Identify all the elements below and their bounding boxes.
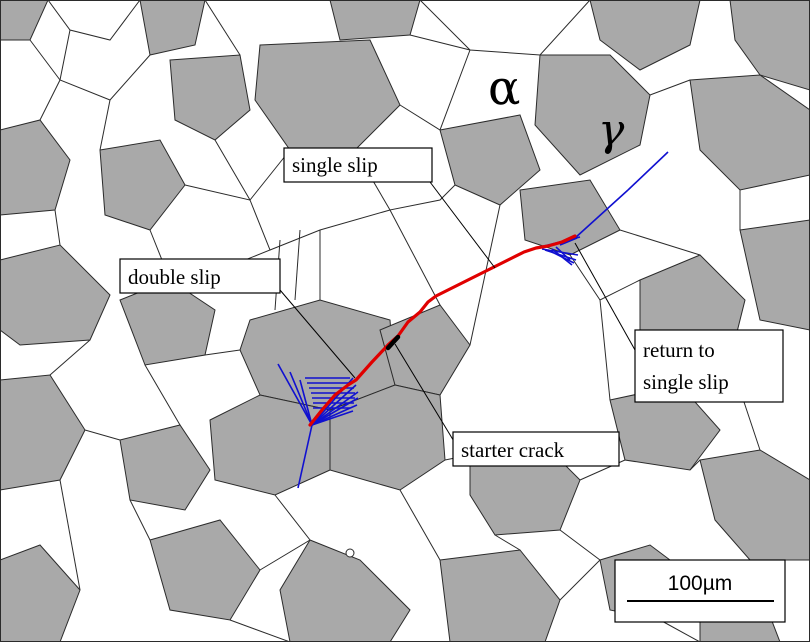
gamma-grain <box>534 54 651 176</box>
gamma-grain <box>149 519 261 621</box>
gamma-grain <box>729 0 810 91</box>
grain-boundary <box>399 34 471 131</box>
callout-double-slip: double slip <box>119 258 281 294</box>
scale-bar: 100µm <box>614 559 786 623</box>
grain-boundary <box>59 29 151 101</box>
gamma-grain <box>689 74 810 191</box>
slip-line <box>277 363 313 426</box>
grain-boundary <box>599 299 611 401</box>
gamma-grain <box>169 54 251 141</box>
grain-boundary <box>204 0 241 56</box>
callout-label: single slip <box>292 153 378 177</box>
gamma-phase-label: γ <box>598 105 625 156</box>
grain-boundary <box>49 339 91 376</box>
grain-boundary <box>419 0 591 56</box>
callout-label: starter crack <box>461 438 565 462</box>
double-slip-leader <box>279 289 356 379</box>
alpha-phase-label: α <box>488 60 520 116</box>
starter-crack-leader <box>394 343 456 444</box>
callout-label: double slip <box>128 265 221 289</box>
grain-boundary <box>559 559 601 601</box>
return-slip-fan <box>539 151 669 266</box>
slip-line <box>555 246 571 261</box>
leader-lines <box>279 181 636 444</box>
grain-boundary <box>494 534 521 551</box>
grain-boundary <box>689 459 701 471</box>
grain-boundary <box>469 204 501 346</box>
grain-boundary <box>659 619 701 642</box>
callout-single-slip: single slip <box>283 147 433 183</box>
grain-boundary <box>389 209 441 306</box>
grain-boundary <box>294 229 301 301</box>
slip-line <box>311 384 357 426</box>
gamma-grain <box>519 179 621 256</box>
grain-boundary <box>229 619 291 642</box>
grain-boundary <box>259 494 311 571</box>
gamma-grain <box>329 0 421 41</box>
gamma-grain <box>589 0 701 71</box>
slip-line <box>297 424 313 489</box>
callout-label-line2: single slip <box>643 370 729 394</box>
slip-line <box>311 410 354 426</box>
grain-boundary <box>649 79 691 96</box>
gamma-grain <box>0 119 71 216</box>
grain-boundary <box>204 349 241 356</box>
gamma-grain <box>279 539 411 642</box>
crack-path <box>308 234 577 427</box>
scale-bar-box <box>614 559 786 623</box>
gamma-grain <box>439 114 541 206</box>
callout-box <box>452 431 620 467</box>
grain-junction-pore <box>345 548 355 558</box>
slip-line <box>574 189 629 239</box>
alpha-grain-boundaries <box>29 0 761 642</box>
slip-line <box>289 371 313 426</box>
gamma-grain <box>99 139 186 231</box>
callout-label-line1: return to <box>643 338 715 362</box>
slip-line <box>551 248 573 266</box>
return-slip-leader <box>574 242 636 351</box>
grain-boundary <box>59 479 81 591</box>
slip-line <box>627 151 669 191</box>
callout-box <box>119 258 281 294</box>
grain-boundary <box>399 489 441 561</box>
gamma-grain <box>439 549 561 642</box>
grain-boundary <box>129 499 151 541</box>
starter-crack <box>385 334 401 351</box>
callout-box <box>283 147 433 183</box>
grain-boundary <box>54 209 61 246</box>
callout-box <box>634 329 784 403</box>
slip-line <box>299 379 313 426</box>
gamma-grain <box>0 544 81 642</box>
scale-bar-label: 100µm <box>668 572 733 595</box>
grain-boundary <box>144 364 181 426</box>
gamma-grain <box>739 219 810 331</box>
gamma-grain <box>0 374 86 491</box>
callout-return-single-slip: return to single slip <box>634 329 784 403</box>
grain-boundary <box>559 529 601 561</box>
grain-boundary <box>84 429 121 441</box>
callout-starter-crack: starter crack <box>452 431 620 467</box>
slip-bands <box>277 151 669 489</box>
grain-boundary <box>47 0 141 41</box>
slip-line <box>559 237 578 246</box>
grain-boundary <box>99 99 111 151</box>
gamma-grain <box>139 0 206 56</box>
single-slip-leader <box>429 181 496 269</box>
gamma-grain <box>119 424 211 511</box>
grain-boundary <box>619 229 701 256</box>
